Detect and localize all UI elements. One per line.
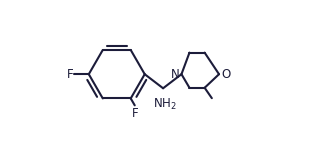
Text: F: F <box>132 107 139 120</box>
Text: NH$_2$: NH$_2$ <box>153 97 177 112</box>
Text: N: N <box>171 68 180 81</box>
Text: F: F <box>67 68 74 81</box>
Text: O: O <box>221 68 230 81</box>
